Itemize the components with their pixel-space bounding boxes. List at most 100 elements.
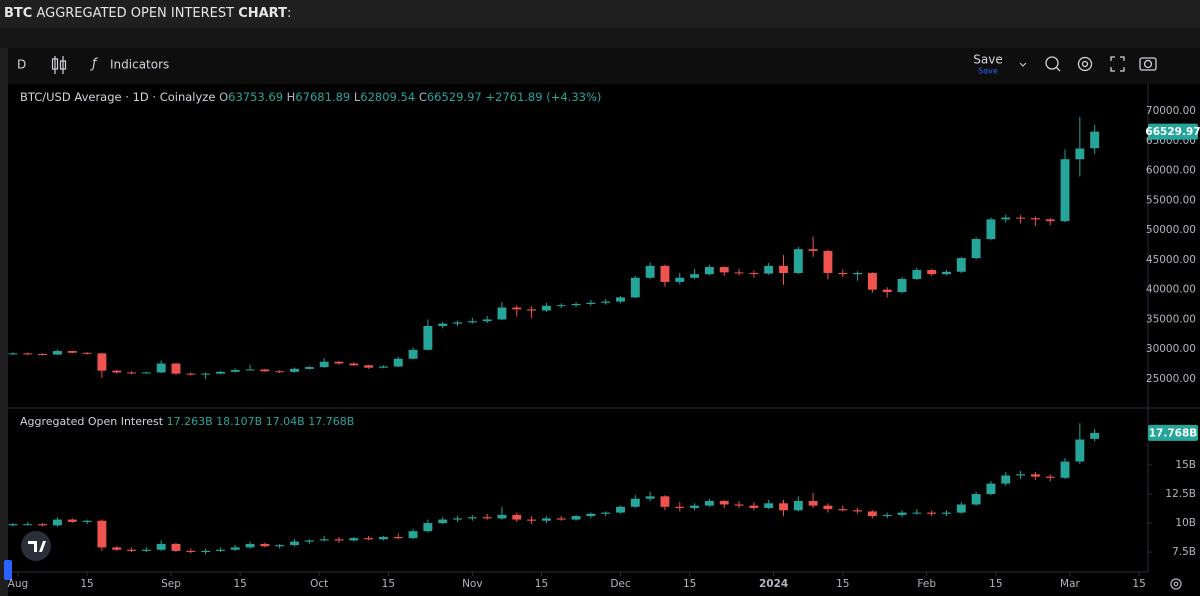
candle-body [719,500,729,505]
candle-body [764,503,774,508]
y-tick-label: 60000.00 [1146,165,1196,177]
heading-part: CHART [238,6,287,21]
candle-body [527,519,537,521]
save-menu-chevron[interactable] [1019,62,1027,67]
last-value-label: 17.768B [1149,427,1198,439]
legend-letter: O [219,90,228,104]
candle-body [186,373,196,375]
candle-body [1016,217,1026,219]
candle-body [660,496,670,507]
search-icon[interactable] [1045,56,1059,70]
candle-body [527,309,537,311]
candle-body [8,524,18,526]
legend-value: 18.107B [216,415,262,428]
candle-body [497,514,507,519]
candle-body [734,272,744,274]
chart-area [8,84,1200,596]
candle-body [601,301,611,303]
price-legend: BTC/USD Average · 1D · Coinalyze O63753.… [20,90,601,104]
page-heading: BTC AGGREGATED OPEN INTEREST CHART: [4,6,291,21]
candle-body [630,498,640,507]
series-name: BTC/USD Average · 1D · Coinalyze [20,90,215,104]
candle-body [1075,148,1085,160]
candle-body [393,358,403,367]
legend-letter: H [287,90,296,104]
candle-body [275,371,285,373]
save-button[interactable]: Save [973,53,1002,67]
candle-body [23,353,33,355]
header-bar [0,0,1200,28]
y-tick-label: 35000.00 [1146,313,1196,325]
candle-body [82,520,92,522]
candle-body [319,539,329,541]
candle-body [423,523,433,532]
candle-body [1030,218,1040,220]
candle-body [215,371,225,374]
x-tick-label: Sep [161,578,181,590]
candle-body [793,500,803,511]
y-tick-label: 70000.00 [1146,105,1196,117]
candle-body [556,305,566,307]
legend-value: 62809.54 [360,90,415,104]
y-tick-label: 45000.00 [1146,254,1196,266]
candle-body [378,366,388,368]
fullscreen-icon[interactable] [1110,56,1125,72]
candle-body [897,278,907,293]
candle-body [867,511,877,517]
x-tick-label: 15 [836,578,849,590]
candle-body [393,536,403,539]
candle-body [512,307,522,310]
series-name: Aggregated Open Interest [20,415,164,428]
candle-body [245,543,255,548]
candle-body [1060,159,1070,222]
candle-body [704,267,714,275]
x-tick-label: 15 [989,578,1002,590]
chart-type-button[interactable] [51,56,67,74]
candle-body [867,272,877,290]
candle-body [8,353,18,355]
x-tick-label: 15 [80,578,93,590]
candle-body [1075,439,1085,462]
candle-body [260,369,270,372]
candle-body [186,550,196,553]
save-sub-label: Save [978,67,998,76]
candle-body [971,494,981,505]
candle-body [1001,217,1011,220]
candle-body [127,372,136,374]
candle-body [616,297,625,302]
candle-body [378,536,388,540]
candle-body [1090,432,1100,439]
y-tick-label: 15B [1175,459,1196,471]
candle-body [719,267,729,273]
candle-body [986,483,996,495]
legend-value: 17.263B [167,415,213,428]
candle-body [793,249,803,273]
candle-body [556,518,566,520]
legend-letter: C [419,90,427,104]
indicators-button[interactable]: Indicators [110,58,169,72]
candle-body [453,518,462,520]
candle-body [127,549,136,551]
axis-settings-icon[interactable] [1170,578,1182,590]
candle-body [364,365,374,368]
candle-body [334,361,344,364]
x-tick-label: 2024 [759,578,788,590]
snapshot-icon[interactable] [1139,57,1157,71]
candle-body [571,303,581,306]
snapshot-lens [1143,59,1153,69]
candle-body [927,270,937,275]
interval-button[interactable]: D [17,58,26,72]
candle-body [304,367,314,369]
x-tick-label: 15 [683,578,696,590]
tradingview-logo[interactable] [21,531,51,561]
candle-body [423,325,433,350]
candle-body [156,543,166,550]
indicators-icon[interactable]: ƒ [89,57,99,72]
side-handle[interactable] [4,560,12,580]
candle-body [275,545,285,547]
settings-icon[interactable] [1077,56,1093,72]
candle-body [749,505,759,508]
candle-body [838,272,848,275]
x-tick-label: Mar [1060,578,1080,590]
candle-body [675,506,685,508]
